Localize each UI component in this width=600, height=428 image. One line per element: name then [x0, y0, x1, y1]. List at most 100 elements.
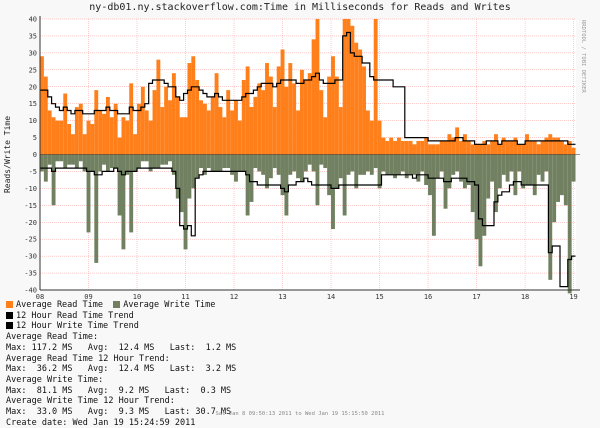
read-time-bar [74, 107, 79, 155]
read-time-bar [214, 73, 219, 155]
write-time-bar [125, 154, 130, 175]
stats-line: Average Read Time 12 Hour Trend: [6, 353, 170, 364]
write-time-bar [365, 154, 370, 172]
write-time-bar [257, 154, 262, 172]
read-time-bar [67, 124, 72, 155]
write-time-bar [195, 154, 200, 179]
write-time-bar [129, 154, 134, 233]
read-time-bar [265, 63, 269, 155]
read-time-bar [420, 140, 425, 155]
write-time-bar [299, 154, 304, 182]
read-time-bar [71, 134, 75, 155]
stats-line: Average Read Time: [6, 332, 99, 343]
write-time-bar [338, 154, 343, 179]
write-time-bar [431, 154, 436, 236]
write-time-bar [78, 154, 83, 162]
write-time-bar [307, 154, 312, 165]
write-time-bar [517, 154, 522, 172]
write-time-bar [292, 154, 297, 172]
read-time-bar [466, 140, 471, 155]
write-time-bar [346, 154, 351, 175]
read-time-bar [245, 66, 250, 155]
write-time-bar [447, 154, 452, 189]
y-axis-label: Reads/Write Time [3, 116, 12, 193]
write-time-bar [559, 154, 564, 196]
y-tick-label: -5 [29, 168, 37, 176]
read-time-bar [455, 127, 460, 155]
read-time-bar [389, 137, 394, 155]
read-time-bar [358, 49, 363, 155]
write-time-bar [315, 154, 320, 206]
write-time-bar [102, 154, 106, 165]
read-time-bar [470, 144, 475, 155]
read-time-bar [327, 76, 332, 155]
read-time-bar [447, 134, 452, 155]
write-time-bar [350, 154, 355, 172]
x-tick-label: 18 [521, 293, 529, 300]
write-time-bar [210, 154, 215, 172]
write-time-bar [513, 154, 518, 196]
write-time-bar [327, 154, 332, 196]
write-time-bar [82, 154, 87, 172]
legend-read: Average Read Time Average Write Time [6, 300, 236, 311]
read-time-bar [544, 137, 549, 155]
write-time-bar [268, 154, 273, 179]
y-tick-label: 20 [29, 83, 37, 91]
y-tick-label: 30 [29, 49, 37, 57]
write-time-bar [536, 154, 541, 175]
write-time-bar [362, 154, 366, 175]
write-time-bar [67, 154, 72, 165]
write-time-bar [319, 154, 324, 165]
y-tick-label: -35 [24, 270, 37, 278]
read-swatch [6, 301, 13, 308]
write-time-bar [55, 154, 60, 162]
stats-line: Average Write Time: [6, 374, 104, 385]
write-time-bar [556, 154, 560, 202]
read-time-bar [140, 86, 145, 155]
write-time-bar [59, 154, 64, 162]
read-time-bar [187, 63, 192, 155]
write-time-bar [222, 154, 227, 169]
write-time-bar [420, 154, 425, 172]
write-time-bar [373, 154, 378, 169]
read-time-bar [284, 86, 289, 155]
read-time-bar [474, 144, 479, 155]
read-time-bar [160, 107, 165, 155]
write-time-bar [253, 154, 258, 169]
write-trend-line [40, 167, 576, 288]
read-time-bar [47, 110, 52, 155]
read-time-bar [334, 76, 339, 155]
read-time-bar [241, 79, 246, 155]
write-time-bar [377, 154, 382, 189]
write-time-bar [94, 154, 99, 263]
write-trend-swatch [6, 322, 13, 330]
y-tick-label: -40 [24, 287, 37, 295]
read-time-bar [404, 140, 409, 155]
legend: Average Read Time Average Write Time 12 … [6, 300, 236, 428]
read-time-bar [381, 137, 386, 155]
write-time-bar [528, 154, 533, 185]
trend-lines [40, 31, 576, 288]
read-time-bar [175, 96, 180, 155]
write-time-bar [241, 154, 246, 172]
read-time-bar [199, 100, 203, 155]
legend-write-trend-label: 12 Hour Write Time Trend [16, 321, 139, 332]
write-time-bar [412, 154, 417, 175]
write-time-bar [455, 154, 460, 172]
read-time-bar [346, 19, 351, 155]
legend-read-trend: 12 Hour Read Time Trend [6, 311, 236, 322]
write-time-bar [245, 154, 250, 216]
read-time-bar [296, 110, 300, 155]
write-time-bar [428, 154, 432, 196]
read-time-bar [268, 76, 273, 155]
legend-read-label: Average Read Time [16, 300, 103, 310]
read-time-bar [168, 100, 172, 155]
read-time-bar [563, 144, 568, 155]
write-time-bar [40, 154, 44, 172]
x-tick-label: 12 [230, 293, 238, 300]
read-time-bar [105, 96, 110, 155]
read-time-bar [288, 63, 293, 155]
read-time-bar [280, 49, 285, 155]
read-time-bar [137, 103, 141, 155]
write-time-bar [234, 154, 238, 182]
